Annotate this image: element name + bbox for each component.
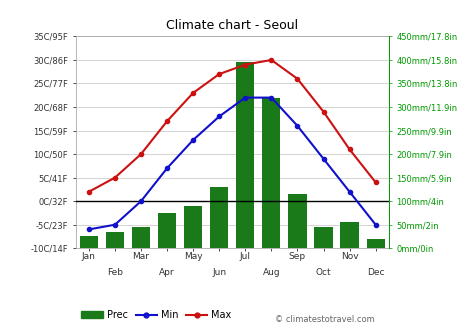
Text: Aug: Aug <box>263 268 280 277</box>
Bar <box>236 62 255 248</box>
Text: Dec: Dec <box>367 268 384 277</box>
Bar <box>106 232 124 248</box>
Text: Oct: Oct <box>316 268 331 277</box>
Text: Feb: Feb <box>107 268 123 277</box>
Bar <box>262 98 281 248</box>
Title: Climate chart - Seoul: Climate chart - Seoul <box>166 20 298 32</box>
Bar <box>158 213 176 248</box>
Bar <box>340 222 359 248</box>
Bar <box>80 236 98 248</box>
Bar <box>288 194 307 248</box>
Text: Jun: Jun <box>212 268 226 277</box>
Bar <box>314 227 333 248</box>
Legend: Prec, Min, Max: Prec, Min, Max <box>78 306 236 324</box>
Text: © climatestotravel.com: © climatestotravel.com <box>275 315 374 324</box>
Bar <box>366 239 385 248</box>
Text: Apr: Apr <box>159 268 175 277</box>
Bar <box>132 227 150 248</box>
Bar <box>210 187 228 248</box>
Bar <box>184 206 202 248</box>
